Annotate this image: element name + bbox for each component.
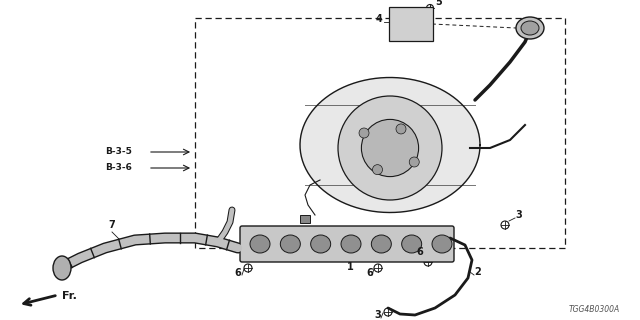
Circle shape <box>338 96 442 200</box>
FancyBboxPatch shape <box>389 7 433 41</box>
Circle shape <box>384 308 392 316</box>
Circle shape <box>362 119 419 177</box>
Text: B-3-6: B-3-6 <box>105 164 132 172</box>
Circle shape <box>396 124 406 134</box>
Bar <box>300 215 310 223</box>
Ellipse shape <box>371 235 391 253</box>
Ellipse shape <box>516 17 544 39</box>
Circle shape <box>426 4 433 12</box>
Text: 6: 6 <box>367 268 373 278</box>
Text: 5: 5 <box>435 0 442 7</box>
Ellipse shape <box>432 235 452 253</box>
Circle shape <box>409 157 419 167</box>
Ellipse shape <box>310 235 331 253</box>
Circle shape <box>244 264 252 272</box>
Circle shape <box>374 264 382 272</box>
Circle shape <box>359 128 369 138</box>
Circle shape <box>424 258 432 266</box>
Text: 6: 6 <box>417 247 424 257</box>
Text: 7: 7 <box>109 220 115 230</box>
Text: TGG4B0300A: TGG4B0300A <box>569 305 620 314</box>
Polygon shape <box>300 77 480 212</box>
Text: 2: 2 <box>475 267 481 277</box>
Circle shape <box>372 165 383 175</box>
Ellipse shape <box>402 235 422 253</box>
Text: 3: 3 <box>374 310 381 320</box>
Text: 6: 6 <box>235 268 241 278</box>
Text: 3: 3 <box>515 210 522 220</box>
Ellipse shape <box>53 256 71 280</box>
Ellipse shape <box>341 235 361 253</box>
Text: Fr.: Fr. <box>62 291 77 301</box>
Ellipse shape <box>250 235 270 253</box>
Ellipse shape <box>280 235 300 253</box>
Circle shape <box>501 221 509 229</box>
Text: 1: 1 <box>347 262 353 272</box>
Text: 4: 4 <box>375 14 382 24</box>
FancyBboxPatch shape <box>240 226 454 262</box>
Ellipse shape <box>521 21 539 35</box>
Text: B-3-5: B-3-5 <box>105 148 132 156</box>
Bar <box>195 18 565 248</box>
